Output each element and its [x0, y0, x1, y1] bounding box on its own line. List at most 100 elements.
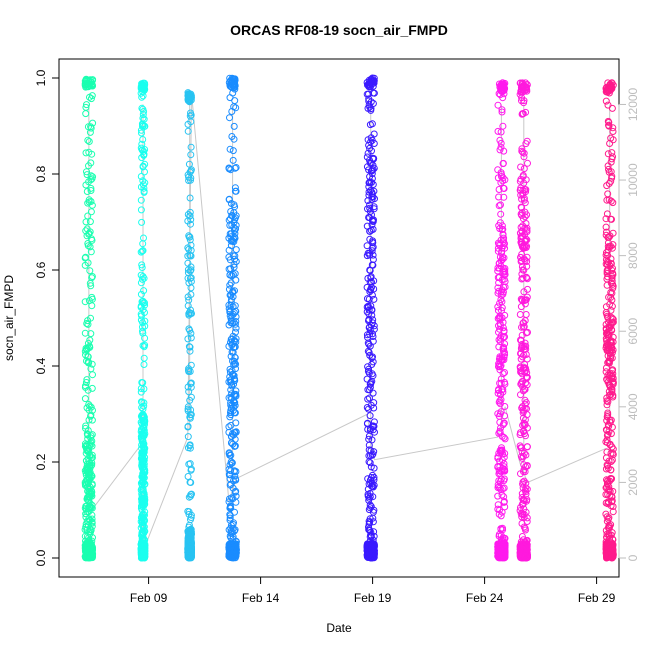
data-point — [602, 364, 610, 372]
y-tick-label: 0.4 — [34, 357, 48, 374]
data-point — [370, 203, 378, 211]
data-point — [83, 526, 91, 534]
data-point — [500, 193, 508, 201]
data-point — [229, 495, 237, 503]
data-point — [609, 346, 617, 354]
data-point — [232, 164, 240, 171]
data-point — [81, 532, 89, 540]
data-point — [604, 233, 612, 241]
data-point — [501, 340, 509, 348]
data-point — [186, 94, 193, 102]
data-point — [368, 147, 375, 155]
data-point — [364, 302, 372, 310]
data-point — [523, 485, 531, 493]
data-point — [608, 314, 616, 322]
data-point — [366, 288, 374, 296]
data-point — [186, 194, 194, 202]
data-point — [366, 394, 373, 402]
y-tick-label: 1.0 — [34, 69, 48, 86]
data-point — [139, 247, 147, 255]
data-point — [517, 551, 525, 559]
data-point — [88, 384, 96, 392]
data-point — [365, 349, 373, 356]
data-point — [227, 467, 235, 475]
data-point — [516, 552, 524, 560]
x-tick-label: Feb 24 — [466, 591, 504, 605]
data-point — [186, 540, 194, 548]
data-point — [365, 494, 373, 502]
data-point — [138, 404, 146, 412]
data-point — [187, 266, 195, 274]
data-point — [369, 166, 377, 174]
data-point — [139, 323, 146, 331]
data-point — [84, 467, 92, 475]
data-point — [495, 313, 503, 321]
x-axis: Feb 09 Feb 14 Feb 19 Feb 24 Feb 29 — [130, 576, 616, 605]
data-point — [84, 427, 92, 434]
data-point — [364, 485, 372, 493]
data-point — [497, 362, 505, 370]
data-point — [517, 175, 525, 183]
data-point — [367, 425, 374, 433]
data-point — [523, 137, 531, 145]
data-point — [85, 503, 93, 511]
data-point — [88, 81, 96, 89]
data-point — [521, 421, 529, 429]
data-point — [499, 536, 507, 544]
data-point — [81, 254, 89, 262]
data-point — [604, 117, 612, 125]
data-point — [88, 416, 96, 424]
data-point — [225, 543, 233, 551]
data-point — [225, 196, 233, 204]
data-point — [519, 148, 527, 156]
data-point — [523, 253, 531, 261]
data-point — [225, 423, 233, 431]
data-point — [86, 128, 94, 136]
data-point — [517, 191, 525, 199]
data-point — [363, 222, 371, 230]
data-point — [185, 310, 193, 318]
data-point — [139, 514, 147, 522]
data-point — [368, 542, 376, 550]
data-point — [500, 419, 508, 427]
data-point — [523, 228, 531, 236]
data-point — [605, 359, 613, 367]
data-point — [517, 504, 524, 511]
data-point — [137, 196, 145, 204]
x-tick-label: Feb 29 — [578, 591, 616, 605]
data-point — [495, 186, 503, 193]
data-point — [82, 110, 90, 118]
data-point — [89, 119, 97, 127]
data-point — [607, 352, 614, 360]
data-point — [602, 256, 610, 264]
data-point — [366, 501, 374, 509]
altitude-line — [84, 93, 614, 547]
data-point — [365, 90, 372, 98]
data-point — [494, 549, 502, 557]
data-point — [367, 463, 375, 471]
data-point — [228, 108, 236, 115]
data-point — [88, 273, 96, 280]
data-point — [609, 128, 617, 135]
data-point — [230, 519, 237, 527]
data-point — [609, 451, 617, 459]
data-point — [88, 274, 96, 282]
data-point — [84, 136, 92, 144]
data-point — [496, 546, 504, 554]
data-point — [517, 368, 525, 376]
data-point — [137, 248, 145, 256]
data-point — [519, 478, 527, 486]
data-point — [522, 484, 530, 492]
data-point — [232, 104, 240, 112]
data-point — [88, 442, 96, 450]
data-point — [605, 122, 613, 130]
data-point — [187, 220, 194, 228]
data-point — [605, 428, 613, 436]
data-point — [499, 333, 507, 341]
data-point — [87, 411, 95, 419]
data-point — [603, 413, 611, 421]
data-point — [82, 382, 89, 390]
data-point — [184, 252, 192, 260]
data-point — [494, 239, 502, 247]
data-point — [139, 82, 147, 90]
